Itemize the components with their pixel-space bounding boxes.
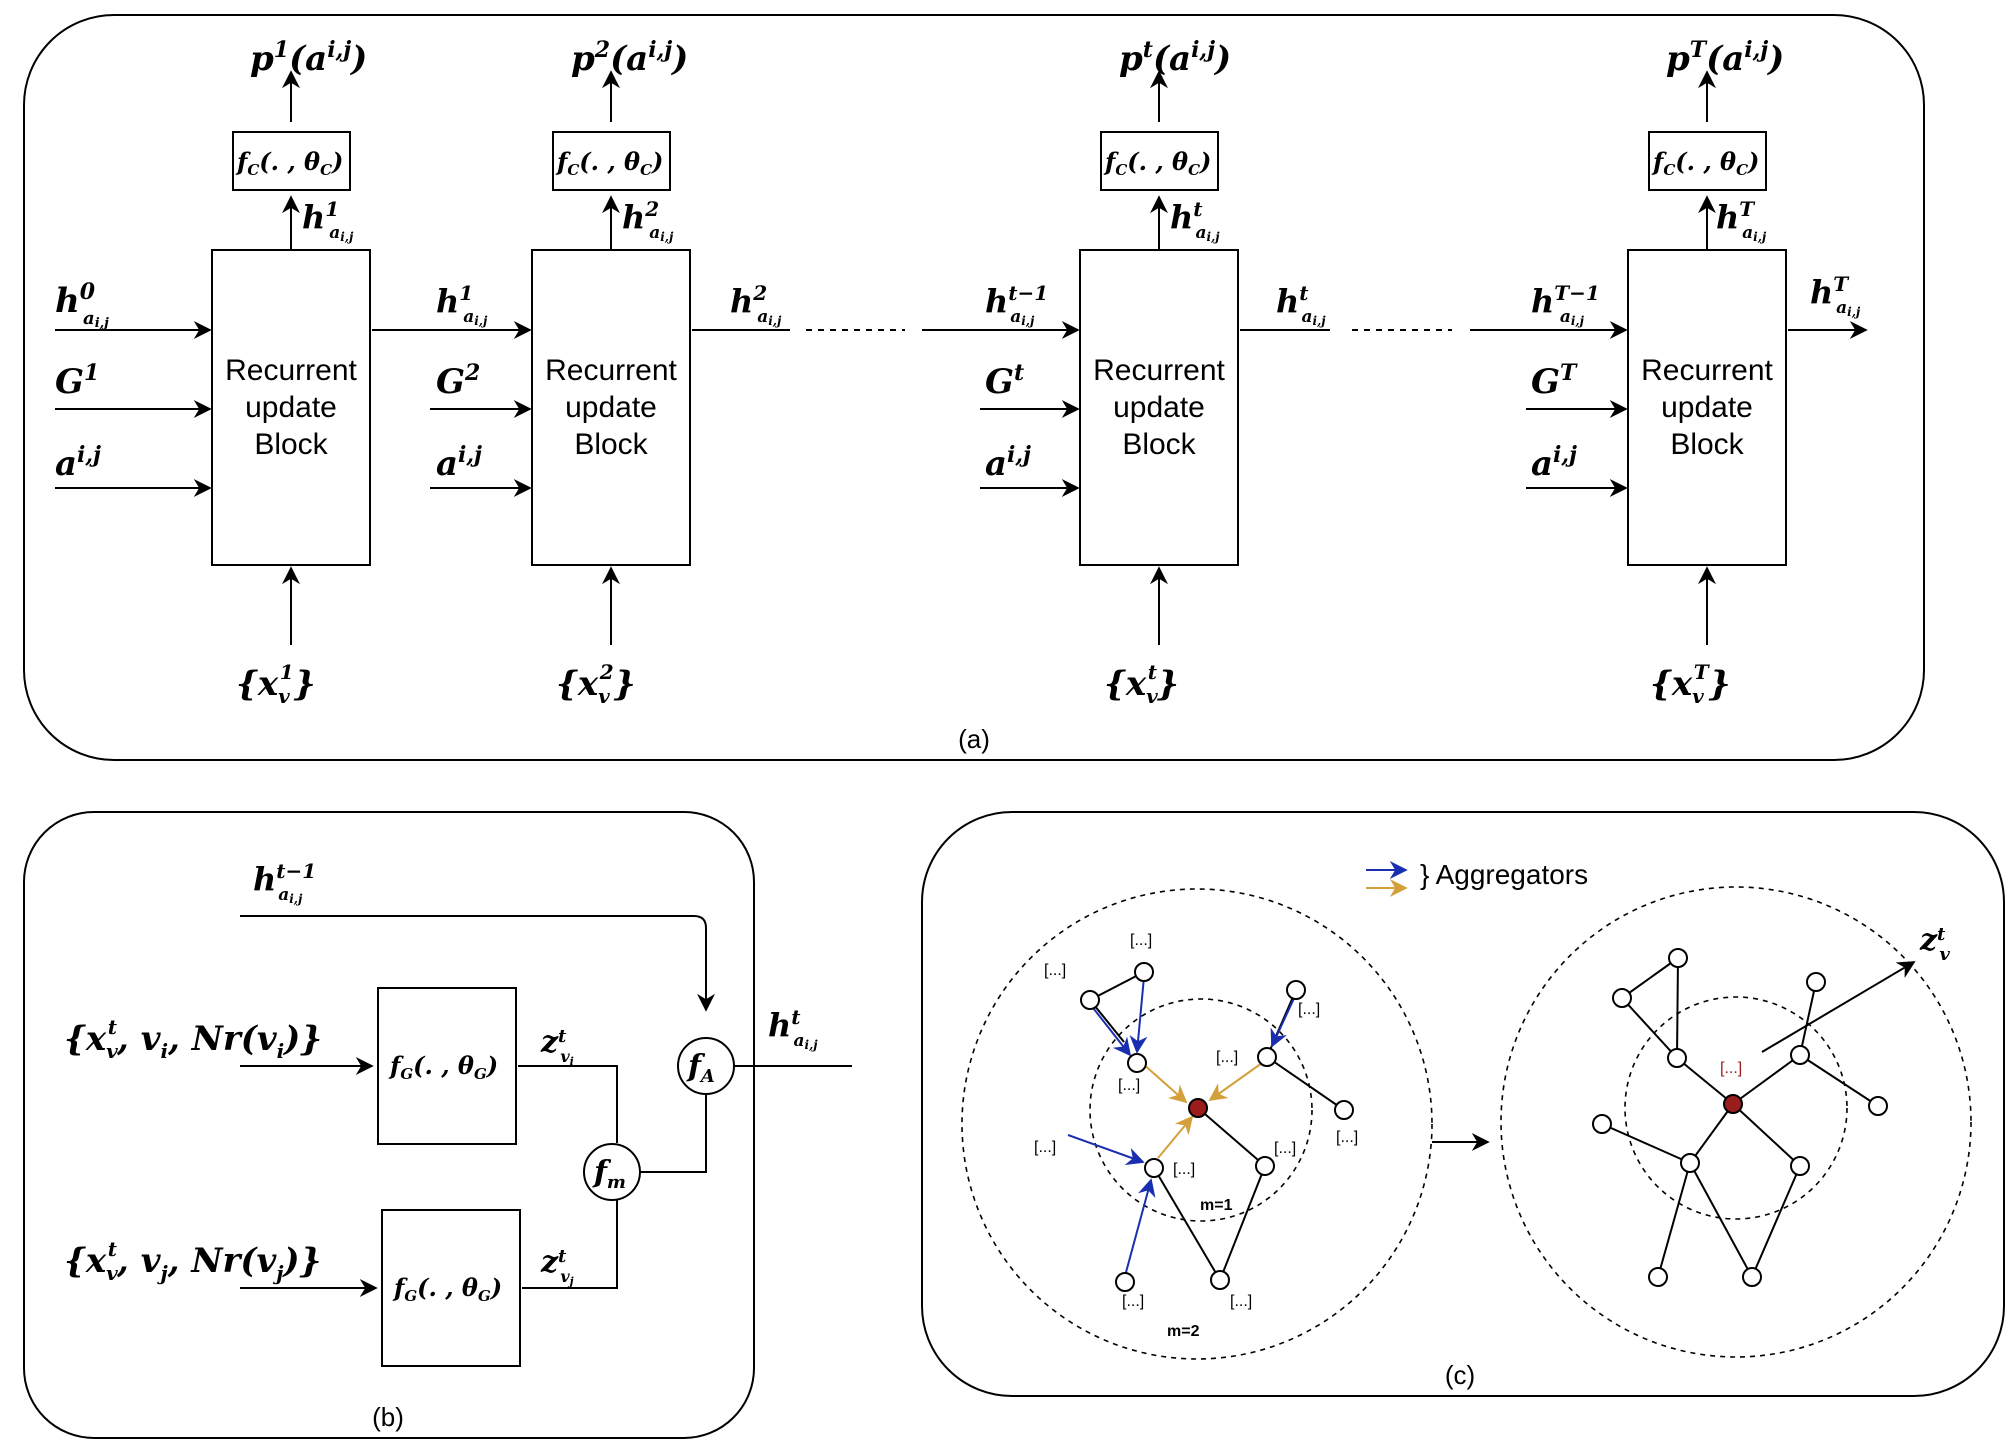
output-pt: pt(ai,j) bbox=[1119, 37, 1231, 79]
fg-box-i bbox=[377, 987, 517, 1145]
ellipsis-6: [...] bbox=[1336, 1129, 1358, 1146]
hop-1-circle bbox=[1089, 998, 1313, 1222]
hidden-up-1: h1 ai,j bbox=[302, 197, 354, 244]
ellipsis-10: [...] bbox=[1122, 1293, 1144, 1310]
hidden-up-t: ht ai,j bbox=[1170, 197, 1220, 244]
input-h-T: hT−1 ai,j bbox=[1531, 281, 1600, 328]
classifier-box-1 bbox=[232, 131, 351, 191]
hidden-up-2: h2 ai,j bbox=[622, 197, 674, 244]
m2-label: m=2 bbox=[1167, 1323, 1200, 1340]
output-p2: p2(ai,j) bbox=[571, 37, 688, 79]
z-output-label: zt v bbox=[1919, 923, 1950, 965]
recurrent-block-2 bbox=[531, 249, 691, 566]
features-T: {xvT} bbox=[1650, 660, 1731, 708]
fm-label: fm bbox=[592, 1155, 626, 1193]
recurrent-block-1 bbox=[211, 249, 371, 566]
out-hidden-label: ht ai,j bbox=[768, 1005, 818, 1052]
caption-b: (b) bbox=[372, 1402, 404, 1432]
m1-label: m=1 bbox=[1200, 1197, 1233, 1214]
center-node-right bbox=[1723, 1094, 1743, 1114]
ellipsis-2: [...] bbox=[1044, 962, 1066, 979]
ellipsis-11: [...] bbox=[1230, 1293, 1252, 1310]
block-label-1a: Recurrent bbox=[225, 354, 357, 387]
prev-hidden-label: ht−1 ai,j bbox=[253, 859, 316, 906]
input-a-1: ai,j bbox=[55, 442, 101, 484]
graph-after: [...] zt v bbox=[1500, 886, 1972, 1358]
hidden-up-T: hT ai,j bbox=[1716, 197, 1767, 244]
output-arrow bbox=[1761, 961, 1916, 1053]
hop-1-circle-right bbox=[1624, 996, 1848, 1220]
fg-box-j bbox=[381, 1209, 521, 1367]
ellipsis-1: [...] bbox=[1130, 932, 1152, 949]
classifier-box-t bbox=[1100, 131, 1219, 191]
block-label-tc: Block bbox=[1122, 428, 1196, 461]
features-t: {xvt} bbox=[1104, 660, 1179, 708]
block-label-Tb: update bbox=[1661, 391, 1753, 424]
input-j: {xvt, vj, Nr(vj)} bbox=[64, 1237, 321, 1285]
output-h-T: hT ai,j bbox=[1810, 272, 1861, 319]
recurrent-block-t bbox=[1079, 249, 1239, 566]
input-g-1: G1 bbox=[55, 360, 99, 402]
step-1: p1(ai,j) fC(. , θC) h1 ai,j Recurrent upd… bbox=[55, 37, 371, 708]
ellipsis-3: [...] bbox=[1298, 1001, 1320, 1018]
output-h-t: ht ai,j bbox=[1276, 281, 1326, 328]
panel-b: ht−1 ai,j {xvt, vi, Nr(vi)} fG(. , θG) zt… bbox=[23, 811, 852, 1439]
z-j-label: zt vj bbox=[540, 1245, 574, 1288]
panel-c: } Aggregators bbox=[921, 811, 2005, 1397]
features-2: {xv2} bbox=[556, 660, 636, 708]
input-h-2: h1 ai,j bbox=[436, 281, 488, 328]
input-i: {xvt, vi, Nr(vi)} bbox=[64, 1015, 322, 1063]
block-label-ta: Recurrent bbox=[1093, 354, 1225, 387]
step-t: ht−1 ai,j pt(ai,j) fC(. , θC) ht ai,j Recu… bbox=[922, 37, 1452, 708]
panel-a: p1(ai,j) fC(. , θC) h1 ai,j Recurrent upd… bbox=[23, 14, 1925, 761]
ellipsis-4: [...] bbox=[1216, 1049, 1238, 1066]
block-label-Ta: Recurrent bbox=[1641, 354, 1773, 387]
classifier-box-2 bbox=[552, 131, 671, 191]
hop-2-circle bbox=[961, 888, 1433, 1360]
ellipsis-5: [...] bbox=[1118, 1077, 1140, 1094]
input-g-2: G2 bbox=[436, 360, 480, 402]
caption-a: (a) bbox=[958, 724, 990, 754]
z-i-label: zt vi bbox=[540, 1025, 574, 1068]
ellipsis-center: [...] bbox=[1720, 1060, 1742, 1077]
block-label-tb: update bbox=[1113, 391, 1205, 424]
hop-2-circle-right bbox=[1500, 886, 1972, 1358]
output-p1: p1(ai,j) bbox=[250, 37, 367, 79]
output-pT: pT(ai,j) bbox=[1666, 37, 1784, 79]
ellipsis-7: [...] bbox=[1274, 1140, 1296, 1157]
block-label-1b: update bbox=[245, 391, 337, 424]
block-label-2a: Recurrent bbox=[545, 354, 677, 387]
panel-b-frame bbox=[23, 811, 755, 1439]
input-a-t: ai,j bbox=[985, 442, 1031, 484]
block-label-1c: Block bbox=[254, 428, 328, 461]
input-g-t: Gt bbox=[985, 360, 1024, 402]
features-1: {xv1} bbox=[236, 660, 316, 708]
block-label-Tc: Block bbox=[1670, 428, 1744, 461]
graph-before: [...] [...] [...] [...] [...] [...] [...… bbox=[961, 888, 1433, 1360]
block-label-2b: update bbox=[565, 391, 657, 424]
caption-c: (c) bbox=[1445, 1360, 1475, 1390]
input-a-T: ai,j bbox=[1531, 442, 1577, 484]
input-g-T: GT bbox=[1531, 360, 1578, 402]
step-2: h1 ai,j p2(ai,j) fC(. , θC) h2 ai,j Recurr… bbox=[372, 37, 905, 708]
panel-a-frame bbox=[23, 14, 1925, 761]
block-label-2c: Block bbox=[574, 428, 648, 461]
classifier-box-T bbox=[1648, 131, 1767, 191]
input-h-t: ht−1 ai,j bbox=[985, 281, 1048, 328]
ellipsis-9: [...] bbox=[1173, 1161, 1195, 1178]
center-node-left bbox=[1188, 1098, 1208, 1118]
step-T: hT−1 ai,j pT(ai,j) fC(. , θC) hT ai,j Recu… bbox=[1470, 37, 1868, 708]
input-h-1: h0 ai,j bbox=[55, 279, 109, 331]
ellipsis-8: [...] bbox=[1034, 1139, 1056, 1156]
output-h-2: h2 ai,j bbox=[730, 281, 782, 328]
recurrent-block-T bbox=[1627, 249, 1787, 566]
input-a-2: ai,j bbox=[436, 442, 482, 484]
legend-label: } Aggregators bbox=[1420, 859, 1588, 890]
panel-c-frame bbox=[921, 811, 2005, 1397]
